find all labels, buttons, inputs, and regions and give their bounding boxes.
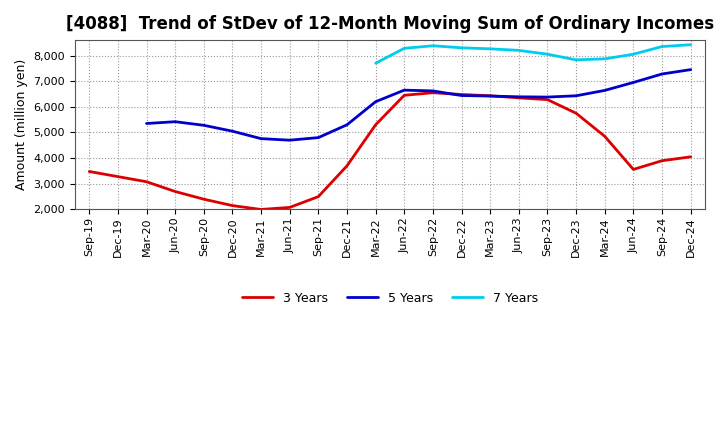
3 Years <box>114 174 122 179</box>
3 Years <box>686 154 695 159</box>
5 Years <box>629 80 638 85</box>
7 Years <box>428 43 437 48</box>
5 Years <box>400 88 408 93</box>
5 Years <box>171 119 179 125</box>
3 Years <box>428 90 437 95</box>
3 Years <box>257 207 266 212</box>
7 Years <box>486 46 495 51</box>
7 Years <box>600 56 609 62</box>
Line: 3 Years: 3 Years <box>89 93 690 209</box>
3 Years <box>343 163 351 169</box>
3 Years <box>142 179 150 184</box>
5 Years <box>543 95 552 100</box>
3 Years <box>457 92 466 97</box>
5 Years <box>457 93 466 98</box>
3 Years <box>600 134 609 139</box>
3 Years <box>85 169 94 174</box>
3 Years <box>314 194 323 199</box>
5 Years <box>428 88 437 94</box>
3 Years <box>285 205 294 210</box>
Legend: 3 Years, 5 Years, 7 Years: 3 Years, 5 Years, 7 Years <box>237 287 543 310</box>
5 Years <box>686 67 695 72</box>
3 Years <box>629 167 638 172</box>
7 Years <box>686 42 695 48</box>
3 Years <box>199 197 208 202</box>
5 Years <box>515 94 523 99</box>
5 Years <box>142 121 150 126</box>
5 Years <box>199 123 208 128</box>
Line: 5 Years: 5 Years <box>146 70 690 140</box>
5 Years <box>372 99 380 104</box>
7 Years <box>457 45 466 51</box>
7 Years <box>629 51 638 57</box>
5 Years <box>343 122 351 128</box>
3 Years <box>515 95 523 100</box>
Title: [4088]  Trend of StDev of 12-Month Moving Sum of Ordinary Incomes: [4088] Trend of StDev of 12-Month Moving… <box>66 15 714 33</box>
5 Years <box>572 93 580 99</box>
7 Years <box>543 51 552 57</box>
3 Years <box>372 122 380 128</box>
5 Years <box>228 128 237 134</box>
Line: 7 Years: 7 Years <box>376 45 690 63</box>
Y-axis label: Amount (million yen): Amount (million yen) <box>15 59 28 191</box>
5 Years <box>486 93 495 99</box>
3 Years <box>572 110 580 116</box>
7 Years <box>515 48 523 53</box>
3 Years <box>228 203 237 208</box>
5 Years <box>600 88 609 93</box>
5 Years <box>285 138 294 143</box>
3 Years <box>171 189 179 194</box>
3 Years <box>657 158 666 163</box>
5 Years <box>314 135 323 140</box>
7 Years <box>657 44 666 49</box>
5 Years <box>657 71 666 77</box>
3 Years <box>486 93 495 99</box>
3 Years <box>400 93 408 98</box>
7 Years <box>372 61 380 66</box>
5 Years <box>257 136 266 141</box>
3 Years <box>543 97 552 102</box>
7 Years <box>572 57 580 62</box>
7 Years <box>400 46 408 51</box>
